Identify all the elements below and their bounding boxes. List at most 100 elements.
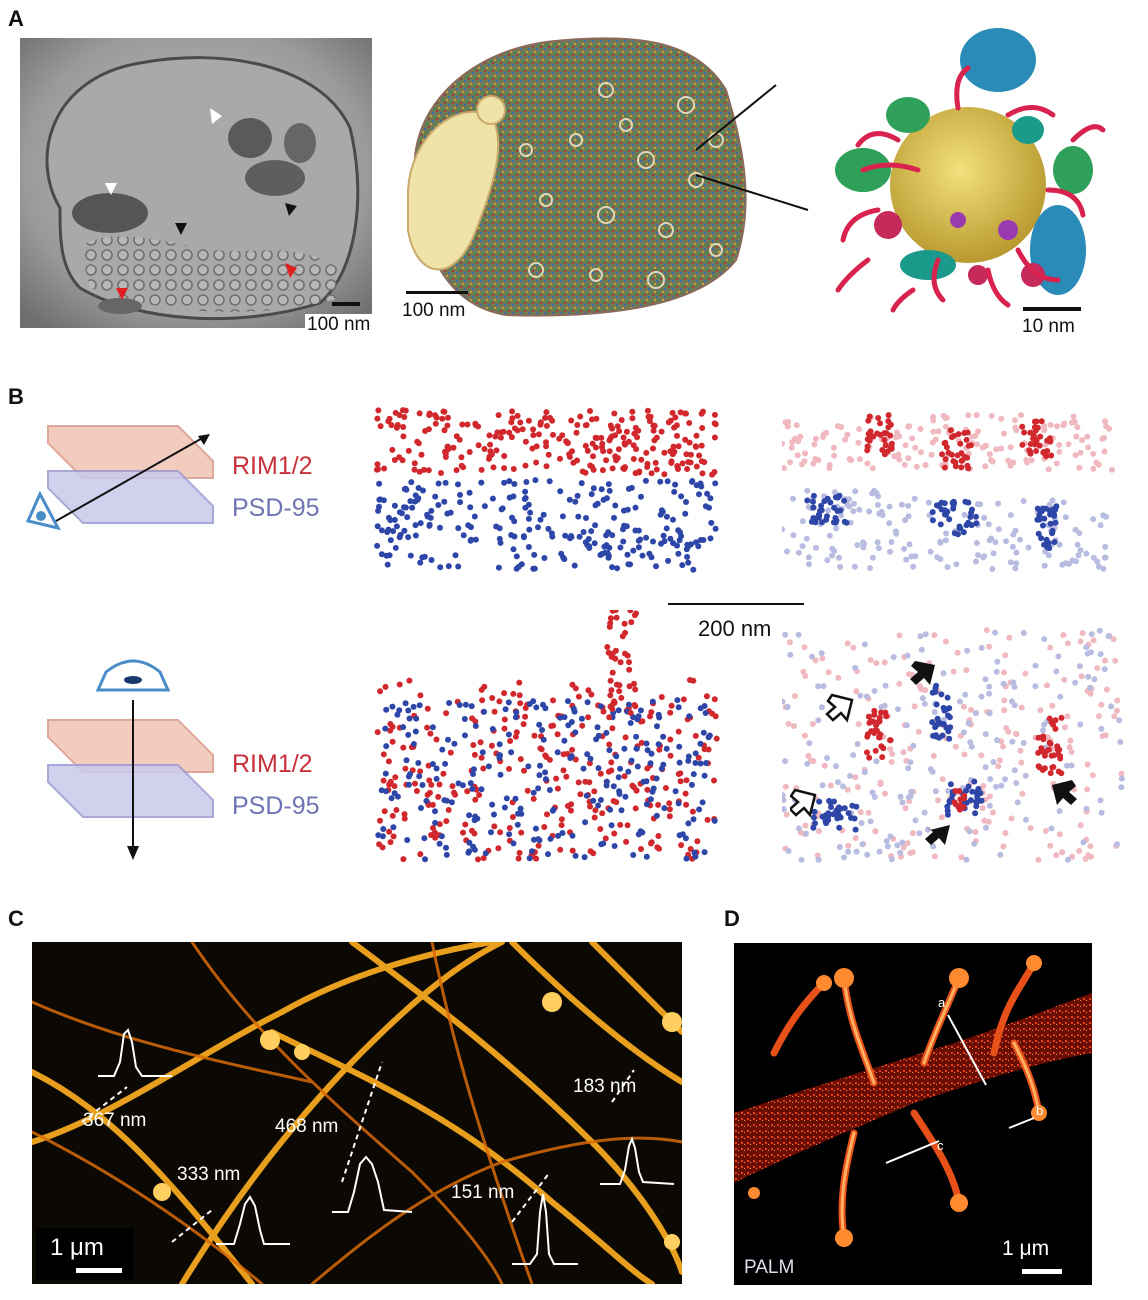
localization-dot — [1083, 550, 1090, 557]
localization-dot — [608, 687, 615, 694]
localization-dot — [1118, 775, 1125, 782]
localization-dot — [1114, 841, 1121, 848]
localization-dot — [439, 415, 446, 422]
localization-dot — [857, 809, 864, 816]
localization-dot — [812, 820, 818, 827]
localization-dot — [1009, 543, 1016, 550]
localization-dot — [384, 561, 391, 568]
localization-dot — [598, 486, 605, 493]
localization-dot — [1060, 499, 1067, 506]
localization-dot — [653, 563, 659, 570]
localization-dot — [881, 436, 888, 443]
localization-dot — [919, 695, 926, 702]
localization-dot — [904, 840, 911, 847]
localization-dot — [1049, 764, 1056, 771]
localization-dot — [711, 817, 718, 824]
localization-dot — [945, 788, 952, 794]
localization-dot — [469, 827, 475, 834]
localization-dot — [1047, 438, 1054, 445]
localization-dot — [380, 751, 387, 758]
localization-dot — [932, 724, 939, 731]
localization-dot — [1108, 703, 1115, 710]
localization-dot — [606, 448, 613, 455]
localization-dot — [783, 811, 790, 818]
localization-dot — [374, 461, 381, 468]
localization-dot — [383, 743, 390, 750]
localization-dot — [441, 498, 448, 505]
localization-dot — [990, 759, 997, 765]
localization-dot — [699, 425, 706, 431]
localization-dot — [606, 747, 613, 754]
localization-dot — [883, 430, 890, 436]
localization-dot — [835, 674, 842, 681]
localization-dot — [506, 429, 513, 436]
localization-dot — [925, 499, 932, 506]
localization-dot — [391, 457, 398, 463]
localization-dot — [428, 781, 435, 788]
localization-dot — [648, 470, 655, 477]
localization-dot — [614, 423, 621, 430]
localization-dot — [567, 755, 574, 762]
localization-dot — [1087, 690, 1094, 697]
localization-dot — [412, 780, 418, 787]
localization-dot — [410, 703, 417, 710]
localization-dot — [467, 780, 474, 787]
localization-dot — [1037, 707, 1044, 714]
localization-dot — [882, 682, 889, 689]
localization-dot — [912, 444, 919, 451]
localization-dot — [1099, 435, 1106, 442]
localization-dot — [1041, 427, 1048, 434]
localization-dot — [603, 495, 610, 502]
localization-dot — [459, 421, 466, 428]
localization-dot — [882, 442, 889, 449]
localization-dot — [639, 552, 646, 559]
localization-dot — [1036, 442, 1043, 449]
localization-dot — [618, 417, 625, 423]
localization-dot — [547, 414, 553, 421]
localization-dot — [1011, 683, 1018, 690]
localization-dot — [387, 727, 394, 734]
localization-dot — [602, 835, 609, 842]
localization-dot — [658, 694, 665, 700]
localization-dot — [1027, 825, 1034, 832]
localization-dot — [516, 692, 523, 699]
localization-dot — [566, 496, 573, 503]
localization-dot — [912, 553, 919, 560]
localization-dot — [675, 443, 682, 450]
localization-dot — [986, 643, 993, 650]
localization-dot — [1014, 799, 1021, 806]
localization-dot — [469, 785, 476, 792]
localization-dot — [1065, 856, 1071, 863]
localization-dot — [906, 541, 913, 548]
localization-dot — [706, 504, 712, 511]
localization-dot — [947, 427, 954, 434]
localization-dot — [611, 843, 618, 849]
localization-dot — [446, 700, 453, 706]
localization-dot — [907, 759, 914, 766]
localization-dot — [586, 760, 593, 767]
localization-dot — [1031, 418, 1038, 425]
localization-dot — [867, 657, 874, 663]
localization-dot — [479, 749, 486, 756]
localization-dot — [374, 542, 381, 549]
localization-dot — [607, 677, 614, 684]
localization-dot — [963, 856, 970, 863]
localization-dot — [422, 856, 428, 863]
localization-dot — [960, 529, 967, 536]
localization-dot — [530, 432, 537, 439]
localization-dot — [621, 745, 628, 752]
localization-dot — [526, 526, 533, 533]
localization-dot — [658, 428, 665, 435]
localization-dot — [1024, 459, 1030, 466]
localization-dot — [713, 735, 720, 742]
localization-dot — [960, 703, 967, 710]
localization-dot — [961, 511, 968, 518]
localization-dot — [1035, 530, 1042, 537]
localization-dot — [812, 657, 819, 664]
localization-dot — [644, 407, 651, 414]
localization-dot — [861, 769, 868, 776]
localization-dot — [667, 752, 674, 759]
localization-dot — [911, 495, 918, 502]
localization-dot — [930, 843, 937, 850]
localization-dot — [921, 700, 928, 707]
